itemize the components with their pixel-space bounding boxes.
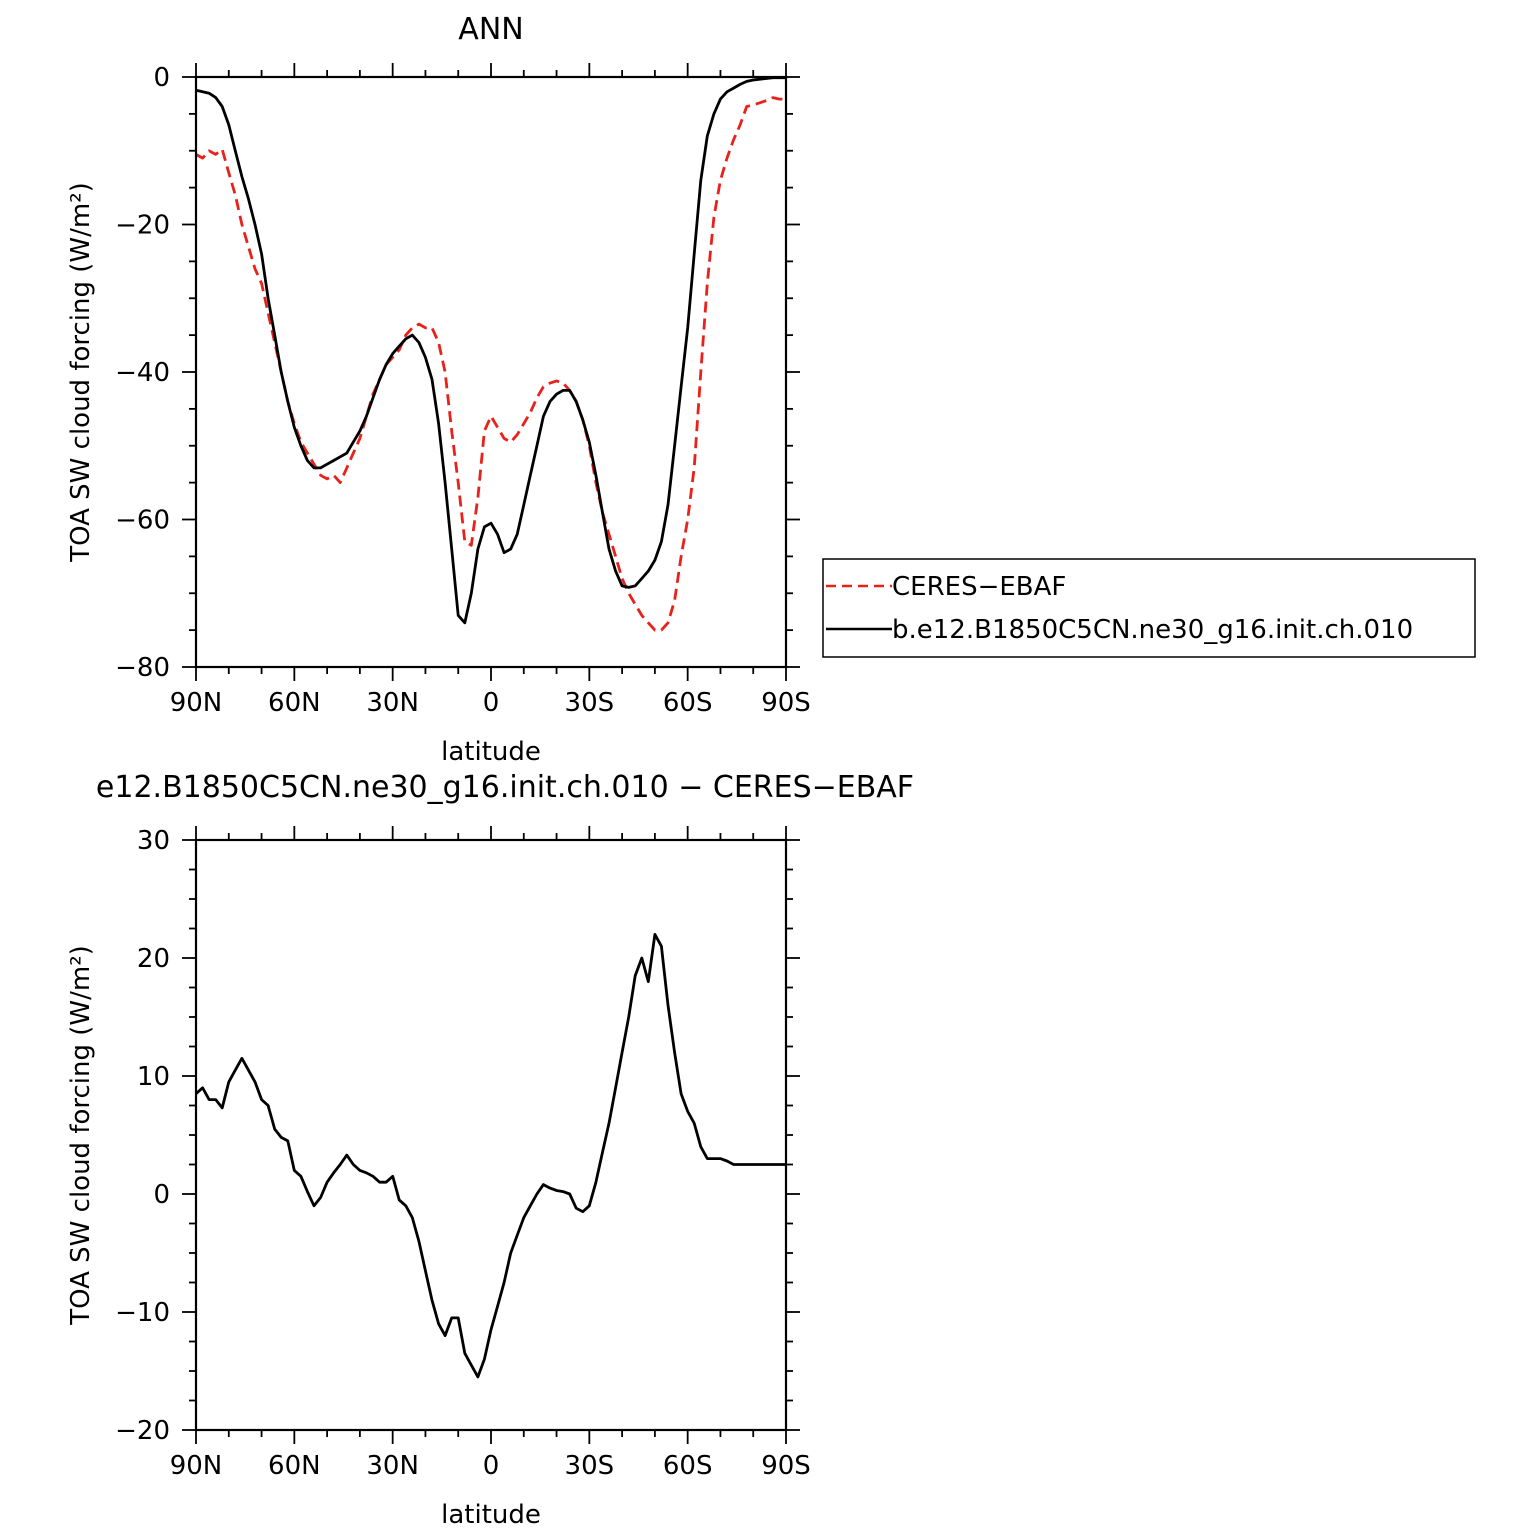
- top-series-line-1: [195, 76, 786, 625]
- bottom-x-tick-label: 90S: [761, 1451, 811, 1481]
- legend: CERES−EBAF b.e12.B1850C5CN.ne30_g16.init…: [822, 558, 1476, 658]
- top-x-tick-label: 30N: [366, 688, 419, 718]
- bottom-panel-series: [195, 933, 786, 1379]
- legend-label-model: b.e12.B1850C5CN.ne30_g16.init.ch.010: [892, 615, 1413, 645]
- top-panel-title: ANN: [458, 12, 523, 47]
- top-panel-x-axis-label: latitude: [441, 737, 541, 767]
- top-panel-y-axis-label: TOA SW cloud forcing (W/m²): [66, 182, 96, 563]
- bottom-x-tick-label: 60S: [663, 1451, 713, 1481]
- top-panel-frame: [194, 75, 788, 669]
- bottom-panel-y-axis-label: TOA SW cloud forcing (W/m²): [66, 945, 96, 1326]
- bottom-y-tick-label: 10: [137, 1062, 170, 1092]
- top-panel: ANN latitude TOA SW cloud forcing (W/m²)…: [66, 12, 811, 767]
- top-y-tick-label: −60: [115, 506, 170, 536]
- top-y-tick-label: −40: [115, 358, 170, 388]
- top-series-line-0: [195, 96, 786, 632]
- top-panel-tick-labels: 90N 60N 30N 0 30S 60S 90S 0 −20 −40 −60 −80: [115, 63, 811, 718]
- legend-label-ceres: CERES−EBAF: [892, 572, 1066, 602]
- bottom-y-tick-label: −10: [115, 1298, 170, 1328]
- bottom-panel-frame: [194, 838, 788, 1432]
- bottom-x-tick-label: 0: [483, 1451, 500, 1481]
- top-panel-series: [195, 76, 786, 632]
- top-y-tick-label: −20: [115, 211, 170, 241]
- bottom-panel-x-axis-label: latitude: [441, 1500, 541, 1530]
- bottom-y-tick-label: 20: [137, 944, 170, 974]
- top-y-tick-label: 0: [153, 63, 170, 93]
- top-x-tick-label: 60N: [268, 688, 321, 718]
- bottom-panel-ticks: [182, 826, 800, 1444]
- top-x-tick-label: 90N: [170, 688, 223, 718]
- bottom-series-line-0: [195, 933, 786, 1379]
- bottom-x-tick-label: 30S: [565, 1451, 615, 1481]
- bottom-panel-tick-labels: 90N 60N 30N 0 30S 60S 90S 30 20 10 0 −10 −20: [115, 826, 811, 1481]
- top-panel-ticks: [182, 63, 800, 681]
- top-x-tick-label: 90S: [761, 688, 811, 718]
- top-x-tick-label: 0: [483, 688, 500, 718]
- bottom-y-tick-label: 30: [137, 826, 170, 856]
- bottom-y-tick-label: 0: [153, 1180, 170, 1210]
- bottom-x-tick-label: 60N: [268, 1451, 321, 1481]
- bottom-x-tick-label: 90N: [170, 1451, 223, 1481]
- top-x-tick-label: 30S: [565, 688, 615, 718]
- bottom-y-tick-label: −20: [115, 1416, 170, 1446]
- bottom-panel: e12.B1850C5CN.ne30_g16.init.ch.010 − CER…: [66, 770, 914, 1530]
- top-x-tick-label: 60S: [663, 688, 713, 718]
- legend-box: [822, 558, 1476, 658]
- top-y-tick-label: −80: [115, 653, 170, 683]
- bottom-x-tick-label: 30N: [366, 1451, 419, 1481]
- bottom-panel-title: e12.B1850C5CN.ne30_g16.init.ch.010 − CER…: [96, 770, 914, 805]
